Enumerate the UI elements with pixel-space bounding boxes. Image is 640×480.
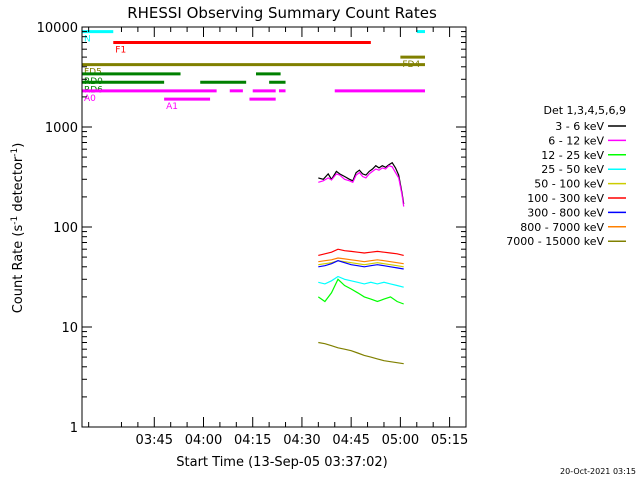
legend-label-8: 7000 - 15000 keV [506,235,604,248]
x-tick-label: 04:45 [332,433,369,448]
legend-label-1: 6 - 12 keV [548,134,604,147]
x-tick-label: 04:30 [283,433,320,448]
footer-date: 20-Oct-2021 03:15 [560,467,636,476]
series-line-4 [318,260,404,268]
series-line-6 [318,260,404,270]
legend-label-0: 3 - 6 keV [555,120,604,133]
legend-label-5: 100 - 300 keV [527,192,604,205]
y-tick-label: 1 [70,421,78,436]
legend-label-6: 300 - 800 keV [527,206,604,219]
x-tick-label: 04:15 [234,433,271,448]
series-line-3 [318,275,404,288]
y-tick-label: 10000 [37,21,78,36]
series-line-1 [318,165,405,207]
y-axis-label: Count Rate (s-1 detector-1) [10,143,26,314]
axes: 1 10 100 1000 10000 03:45 04:00 04:15 04:30 04:45… [37,21,469,448]
y-tick-label: 1000 [45,121,78,136]
legend-title: Det 1,3,4,5,6,9 [543,104,626,117]
series-line-5 [318,248,404,256]
legend-label-2: 12 - 25 keV [541,149,604,162]
series-line-8 [318,341,404,365]
flag-label-f1: F1 [115,45,126,55]
x-tick-label: 05:00 [382,433,419,448]
series-line-0 [318,161,405,205]
x-tick-label: 05:15 [431,433,468,448]
chart-title: RHESSI Observing Summary Count Rates [127,4,437,22]
x-axis-label: Start Time (13-Sep-05 03:37:02) [176,455,387,470]
flag-label-a0: A0 [84,94,96,104]
y-tick-label: 10 [61,321,78,336]
series-lines [317,161,405,365]
legend-label-3: 25 - 50 keV [541,163,604,176]
series-line-2 [317,278,404,305]
legend-label-7: 800 - 7000 keV [520,221,604,234]
flag-bars: NF1FD4FD5RD0RD6A0A1 [82,30,425,112]
flag-label-n: N [84,35,91,45]
flag-label-a1: A1 [166,102,178,112]
x-tick-label: 04:00 [185,433,222,448]
series-line-7 [318,257,404,265]
legend-label-4: 50 - 100 keV [534,178,604,191]
x-tick-label: 03:45 [136,433,173,448]
y-tick-label: 100 [53,221,78,236]
